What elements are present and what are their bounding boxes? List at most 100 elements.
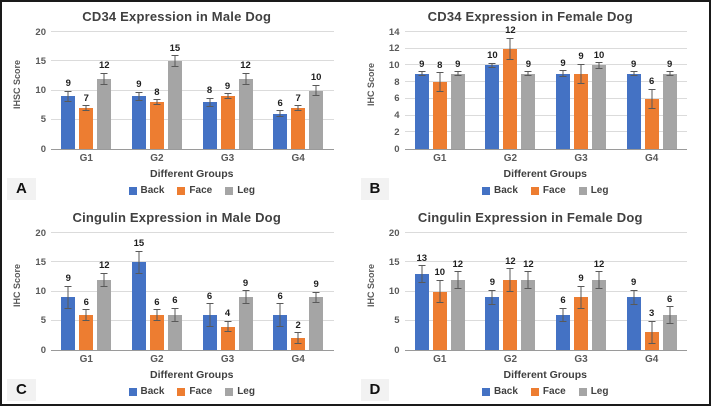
value-label: 9 bbox=[667, 58, 673, 70]
bar-leg bbox=[450, 73, 465, 149]
x-tick-label: G1 bbox=[79, 354, 93, 365]
legend-item: Leg bbox=[225, 387, 255, 397]
value-label: 9 bbox=[578, 51, 584, 63]
value-label: 9 bbox=[455, 58, 461, 70]
y-tick-label: 10 bbox=[388, 285, 400, 297]
x-axis-label: Different Groups bbox=[503, 168, 587, 180]
bar-slot: 4 bbox=[220, 233, 235, 350]
bar-group: 6 9 12 G3 bbox=[554, 233, 608, 365]
gridline bbox=[404, 319, 687, 321]
legend-swatch-back bbox=[482, 187, 490, 195]
y-tick-label: 8 bbox=[394, 76, 400, 88]
legend-label: Face bbox=[542, 386, 566, 397]
x-tick-label: G4 bbox=[291, 354, 305, 365]
bar-leg bbox=[97, 279, 112, 350]
y-axis-label: IHSC Score bbox=[12, 59, 22, 109]
x-tick-label: G1 bbox=[79, 153, 93, 164]
x-tick-label: G4 bbox=[645, 153, 659, 164]
y-tick-label: 15 bbox=[388, 256, 400, 268]
legend-swatch-back bbox=[128, 388, 137, 396]
value-label: 15 bbox=[133, 238, 145, 250]
gridline bbox=[404, 97, 687, 99]
error-bar bbox=[242, 72, 250, 85]
value-label: 9 bbox=[224, 80, 231, 92]
error-bar bbox=[577, 285, 585, 310]
x-tick-label: G2 bbox=[503, 153, 518, 164]
bar-slot: 6 bbox=[662, 233, 677, 350]
y-tick-label: 15 bbox=[35, 256, 46, 268]
legend-item: Back bbox=[482, 186, 518, 196]
gridline bbox=[51, 290, 334, 292]
legend-label: Leg bbox=[590, 386, 609, 397]
plot-area: 0 5 10 15 20 9 6 12 G1 15 6 6 G2 6 4 9 G3 6 2 9 G4 bbox=[35, 228, 334, 365]
bar-group: 9 9 10 G3 bbox=[554, 32, 608, 164]
bar-leg bbox=[238, 297, 253, 350]
plot-area: 0 5 10 15 20 9 7 12 G1 9 8 15 G2 8 9 12 G3 6 7 10 G4 bbox=[35, 27, 334, 164]
value-label: 9 bbox=[313, 279, 319, 290]
error-bar bbox=[436, 279, 444, 304]
value-label: 9 bbox=[631, 277, 637, 289]
legend-item: Back bbox=[128, 386, 165, 397]
error-bar bbox=[294, 105, 302, 111]
y-tick-label: 2 bbox=[394, 126, 400, 138]
y-tick-label: 5 bbox=[394, 315, 400, 326]
bar-slot: 6 bbox=[556, 233, 571, 350]
bar-slot: 9 bbox=[61, 32, 76, 149]
bar-back bbox=[131, 96, 146, 149]
value-label: 12 bbox=[99, 60, 110, 72]
legend-swatch-face bbox=[530, 187, 539, 195]
bar-slot: 9 bbox=[626, 32, 641, 149]
plot-area: 0 2 4 6 8 10 12 14 9 8 9 G1 10 12 9 G2 9 9 10 G3 9 6 9 G4 bbox=[389, 26, 687, 164]
bar-slot: 9 bbox=[414, 32, 429, 149]
y-tick-label: 5 bbox=[40, 315, 46, 326]
legend-item: Face bbox=[530, 186, 566, 196]
bar-face bbox=[574, 297, 589, 350]
x-tick-label: G3 bbox=[220, 354, 235, 365]
chart-area: IHC Score 0 5 10 15 20 13 10 12 G1 9 12 12 G2 6 9 12 G3 9… bbox=[364, 227, 698, 369]
value-label: 12 bbox=[523, 258, 534, 270]
bar-face bbox=[149, 102, 164, 149]
x-tick-label: G3 bbox=[574, 354, 588, 365]
error-bar bbox=[135, 91, 143, 102]
bar-back bbox=[131, 262, 146, 350]
bar-leg bbox=[592, 65, 607, 149]
error-bar bbox=[312, 291, 320, 304]
gridline bbox=[51, 118, 334, 120]
panel-cingulin-male: Cingulin Expression in Male Dog IHC Scor… bbox=[2, 203, 356, 404]
legend-label: Leg bbox=[590, 185, 609, 196]
bar-slot: 8 bbox=[432, 32, 447, 149]
bar-back bbox=[626, 297, 641, 350]
bar-group: 9 6 9 G4 bbox=[625, 32, 679, 164]
legend-label: Back bbox=[140, 386, 165, 397]
legend-label: Face bbox=[189, 386, 213, 397]
bar-slot: 12 bbox=[97, 32, 112, 149]
bar-face bbox=[79, 108, 94, 149]
error-bar bbox=[224, 320, 232, 333]
error-bar bbox=[276, 303, 284, 327]
bar-slot: 8 bbox=[202, 32, 217, 149]
value-label: 7 bbox=[295, 92, 301, 104]
bar-face bbox=[432, 291, 447, 350]
panel-label: B bbox=[360, 178, 390, 200]
value-label: 12 bbox=[505, 25, 516, 37]
bar-slot: 9 bbox=[238, 233, 253, 350]
y-axis-label: IHC Score bbox=[365, 263, 376, 307]
error-bar bbox=[630, 289, 638, 305]
bar-face bbox=[644, 98, 659, 149]
bar-leg bbox=[450, 279, 465, 350]
bar-face bbox=[220, 96, 235, 149]
gridline bbox=[404, 290, 687, 292]
legend-item: Leg bbox=[578, 185, 609, 196]
bar-group: 13 10 12 G1 bbox=[413, 233, 467, 365]
bar-group: 9 12 12 G2 bbox=[483, 233, 537, 365]
y-tick-label: 20 bbox=[388, 227, 400, 239]
value-label: 9 bbox=[242, 277, 249, 289]
value-label: 6 bbox=[83, 296, 89, 308]
bar-slot: 7 bbox=[79, 32, 94, 149]
x-axis-label: Different Groups bbox=[503, 369, 587, 381]
legend-label: Leg bbox=[237, 185, 255, 196]
error-bar bbox=[312, 84, 320, 97]
bar-back bbox=[556, 314, 571, 350]
bar-face bbox=[432, 82, 447, 149]
gridline bbox=[404, 232, 687, 233]
